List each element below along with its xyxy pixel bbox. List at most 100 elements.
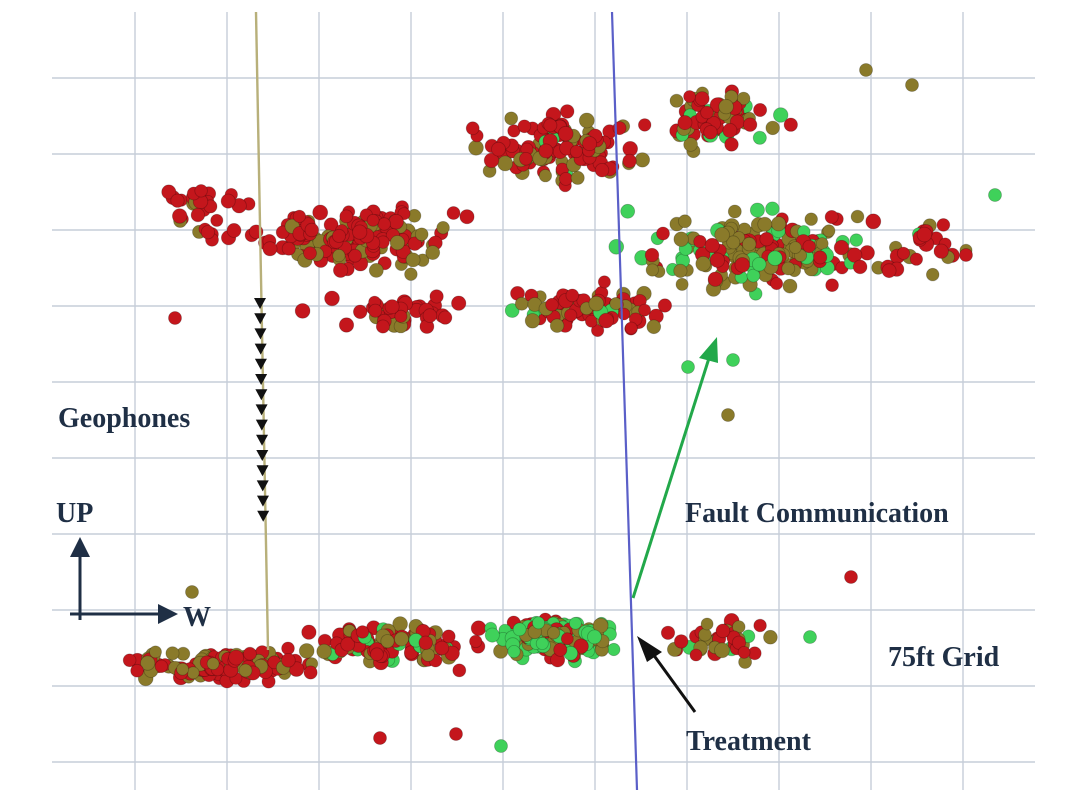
microseismic-event (933, 243, 949, 259)
microseismic-event (165, 646, 180, 661)
geophone-marker (255, 389, 268, 401)
microseismic-event (726, 235, 741, 250)
microseismic-event (434, 640, 450, 656)
microseismic-event (703, 125, 718, 140)
microseismic-event (377, 217, 391, 231)
fault-communication-label: Fault Communication (685, 498, 949, 529)
microseismic-event (936, 218, 951, 232)
microseismic-event (782, 278, 798, 294)
microseismic-event (689, 648, 703, 662)
microseismic-event (726, 353, 740, 367)
microseismic-event (742, 117, 758, 132)
microseismic-event (698, 627, 712, 642)
microseismic-event (644, 247, 660, 263)
microseismic-event (592, 617, 609, 634)
microseismic-event (721, 408, 735, 422)
microseismic-event (759, 231, 774, 247)
microseismic-event (352, 224, 368, 240)
microseismic-event (130, 663, 144, 678)
treatment-pointer-arrow (637, 636, 697, 713)
microseismic-event (718, 98, 734, 115)
microseismic-event (549, 318, 565, 333)
microseismic-event (312, 204, 329, 221)
microseismic-event (373, 731, 387, 745)
microseismic-event (122, 653, 137, 668)
microseismic-event (803, 630, 817, 644)
microseismic-event (149, 645, 162, 659)
microseismic-event (339, 209, 354, 224)
microseismic-event (331, 228, 346, 243)
microseismic-event (678, 214, 692, 229)
microseismic-event (504, 111, 519, 126)
west-label: W (183, 602, 211, 633)
microseismic-event (988, 188, 1002, 202)
microseismic-event (909, 252, 924, 266)
microseismic-event (560, 104, 575, 119)
microseismic-event (770, 216, 787, 232)
microseismic-event (714, 642, 730, 659)
microseismic-event (709, 252, 726, 268)
microseismic-event (170, 193, 185, 208)
microseismic-event (722, 123, 738, 139)
microseismic-event (545, 297, 559, 312)
microseismic-event (226, 222, 242, 238)
microseismic-event (140, 655, 156, 671)
microseismic-event (844, 570, 858, 584)
microseismic-event (353, 304, 368, 320)
microseismic-event (497, 155, 514, 172)
microseismic-event (210, 213, 224, 227)
geophone-marker (256, 434, 269, 446)
microseismic-event (905, 78, 919, 92)
microseismic-event (161, 184, 177, 200)
geophone-marker (255, 374, 268, 385)
microseismic-event (753, 618, 767, 633)
microseismic-event (294, 303, 311, 319)
geophone-marker (255, 404, 268, 416)
microseismic-event (436, 220, 450, 235)
microseismic-event (727, 204, 742, 219)
microseismic-event (646, 319, 662, 335)
microseismic-event (553, 642, 568, 657)
microseismic-event (681, 360, 695, 374)
geophone-marker (256, 465, 269, 477)
microseismic-event (704, 237, 720, 254)
microseismic-event (185, 585, 199, 599)
microseismic-event (570, 170, 585, 185)
microseismic-event (674, 634, 689, 649)
microseismic-event (781, 261, 796, 276)
microseismic-event (507, 644, 521, 659)
microseismic-event (559, 171, 573, 186)
up-label: UP (56, 498, 93, 529)
microseismic-event (483, 152, 500, 169)
microseismic-event (546, 626, 561, 640)
microseismic-event (700, 617, 714, 631)
microseismic-event (587, 629, 602, 645)
microseismic-event (675, 277, 689, 291)
microseismic-event (524, 313, 541, 329)
microseismic-event (959, 248, 973, 262)
microseismic-event (421, 648, 435, 662)
microseismic-event (582, 136, 598, 152)
geophone-marker (254, 358, 267, 370)
microseismic-event (451, 295, 467, 311)
microseismic-event (569, 616, 582, 630)
microseismic-event (168, 311, 182, 325)
microseismic-event (538, 169, 553, 183)
microseismic-event (200, 225, 215, 240)
microseismic-event (449, 727, 463, 741)
microseismic-event (394, 309, 408, 323)
geophone-marker (256, 480, 269, 492)
microseismic-event (673, 263, 688, 278)
geophones-label: Geophones (58, 403, 190, 434)
microseismic-event (724, 137, 739, 152)
microseismic-event (573, 638, 589, 654)
microseismic-event (452, 663, 467, 678)
microseismic-event (757, 216, 773, 232)
microseismic-event (512, 622, 527, 637)
microseismic-event (355, 625, 370, 639)
microseismic-event (393, 631, 409, 647)
microseismic-event (638, 303, 651, 317)
microseismic-event (620, 203, 636, 219)
microseismic-event (532, 616, 546, 630)
microseismic-event (535, 637, 549, 651)
